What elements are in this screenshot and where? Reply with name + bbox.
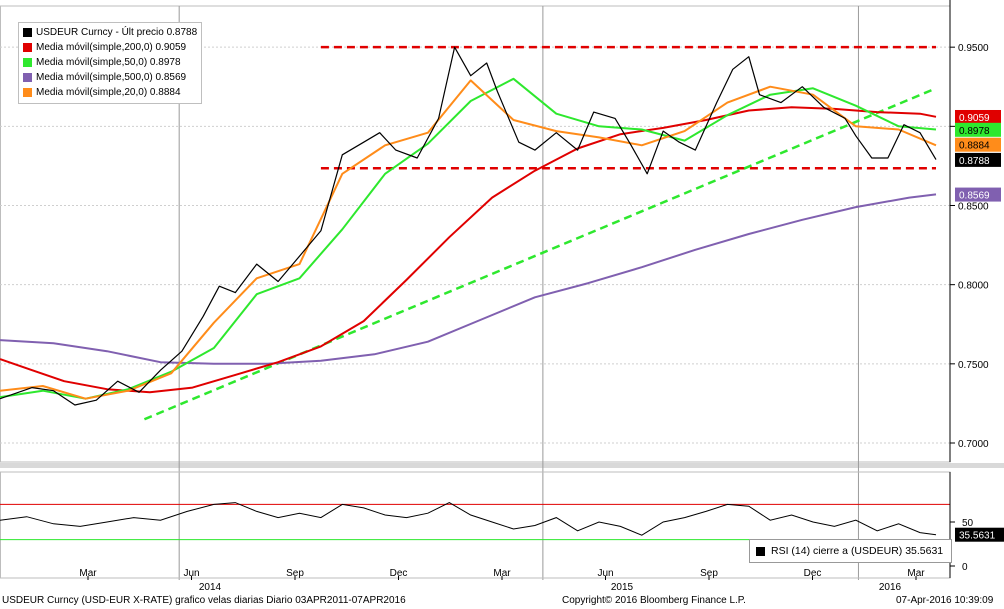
rsi-y-tick-label: 0 <box>962 562 968 573</box>
value-tag <box>955 137 1001 152</box>
value-tag-label: 0.8569 <box>959 191 990 202</box>
legend-item: USDEUR Curncy - Últ precio 0.8788 <box>23 25 197 40</box>
main-value-tags: 0.9059 0.8978 0.8884 0.8788 0.8569 <box>955 109 1001 202</box>
legend-label: Media móvil(simple,20,0) 0.8884 <box>36 87 181 98</box>
main-series <box>0 46 937 406</box>
value-tag-label: 0.8978 <box>959 126 990 137</box>
legend-swatch <box>23 43 32 52</box>
footer-description: USDEUR Curncy (USD-EUR X-RATE) grafico v… <box>2 595 406 606</box>
rsi-series <box>0 502 937 536</box>
year-label: 2014 <box>199 582 222 593</box>
rsi-y-tick-label: 50 <box>962 518 974 529</box>
legend-label: Media móvil(simple,500,0) 0.8569 <box>36 72 187 83</box>
series-line-1 <box>0 106 937 394</box>
x-tick-label: Dec <box>804 568 822 579</box>
x-tick-label: Sep <box>286 568 304 579</box>
value-tag <box>955 109 1001 124</box>
chart-legend: USDEUR Curncy - Últ precio 0.8788 Media … <box>18 22 203 104</box>
trendline <box>143 87 937 421</box>
legend-label: USDEUR Curncy - Últ precio 0.8788 <box>36 27 198 38</box>
footer-timestamp: 07-Apr-2016 10:39:09 <box>896 595 994 606</box>
rsi-value-tag <box>955 527 1004 542</box>
x-tick-label: Jun <box>183 568 199 579</box>
value-tag-label: 0.9059 <box>959 113 990 124</box>
rsi-value-tag-label: 35.5631 <box>959 531 996 542</box>
series-line-3 <box>0 193 937 365</box>
rsi-y-axis: 50 0 <box>949 472 974 578</box>
value-tag <box>955 152 1001 167</box>
value-tag <box>955 122 1001 137</box>
x-tick-label: Mar <box>79 568 97 579</box>
legend-swatch <box>23 58 32 67</box>
series-line-0 <box>0 46 937 406</box>
legend-swatch <box>23 73 32 82</box>
value-tag-label: 0.8884 <box>959 141 990 152</box>
main-reference-lines <box>143 45 937 421</box>
x-tick-label: Sep <box>700 568 718 579</box>
value-tag <box>955 187 1001 202</box>
footer-copyright: Copyright© 2016 Bloomberg Finance L.P. <box>562 595 746 606</box>
legend-swatch <box>23 88 32 97</box>
rsi-legend-label: RSI (14) cierre a (USDEUR) 35.5631 <box>771 545 944 557</box>
y-tick-label: 0.8000 <box>958 281 989 292</box>
legend-label: Media móvil(simple,50,0) 0.8978 <box>36 57 181 68</box>
panel-divider <box>0 463 1004 468</box>
y-tick-label: 0.7000 <box>958 439 989 450</box>
y-tick-label: 0.8500 <box>958 202 989 213</box>
legend-item: Media móvil(simple,50,0) 0.8978 <box>23 55 197 70</box>
legend-swatch <box>23 28 32 37</box>
x-tick-label: Mar <box>907 568 925 579</box>
rsi-legend-swatch <box>756 546 765 556</box>
legend-label: Media móvil(simple,200,0) 0.9059 <box>36 42 187 53</box>
year-label: 2016 <box>879 582 902 593</box>
value-tag-label: 0.8788 <box>959 156 990 167</box>
legend-item: Media móvil(simple,20,0) 0.8884 <box>23 85 197 100</box>
x-tick-label: Mar <box>493 568 511 579</box>
x-tick-label: Jun <box>597 568 613 579</box>
rsi-value-tags: 35.5631 <box>955 527 1004 542</box>
series-line-4 <box>0 79 937 400</box>
y-tick-label: 0.9500 <box>958 43 989 54</box>
rsi-line <box>0 502 937 536</box>
legend-item: Media móvil(simple,500,0) 0.8569 <box>23 70 197 85</box>
x-tick-label: Dec <box>390 568 408 579</box>
year-label: 2015 <box>611 582 634 593</box>
rsi-legend: RSI (14) cierre a (USDEUR) 35.5631 <box>749 539 952 563</box>
x-axis: Mar Jun Sep Dec Mar Jun Sep Dec Mar 2014 2015 2016 <box>79 568 925 593</box>
series-line-2 <box>0 77 937 400</box>
rsi-reference-lines <box>0 503 950 541</box>
legend-item: Media móvil(simple,200,0) 0.9059 <box>23 40 197 55</box>
y-tick-label: 0.7500 <box>958 360 989 371</box>
